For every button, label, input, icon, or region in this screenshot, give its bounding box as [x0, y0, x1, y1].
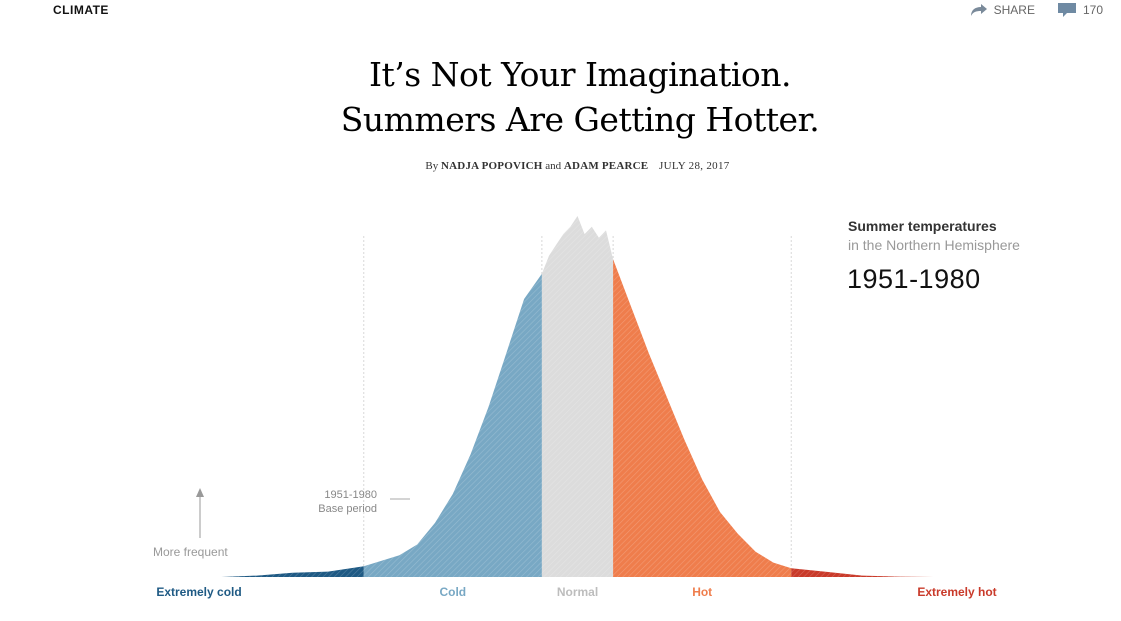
- area-hot: [613, 259, 792, 577]
- category-label-cold: Cold: [439, 585, 467, 599]
- category-label-extremely-hot: Extremely hot: [917, 585, 997, 599]
- category-label-normal: Normal: [556, 585, 599, 599]
- comment-bubble-icon: [1057, 3, 1076, 17]
- byline-by: By: [425, 160, 439, 172]
- area-extremely-hot: [791, 568, 934, 577]
- area-extremely-cold: [221, 566, 364, 577]
- share-button[interactable]: SHARE: [970, 3, 1035, 17]
- headline: It’s Not Your Imagination. Summers Are G…: [0, 52, 1121, 142]
- area-cold: [363, 273, 542, 577]
- author-link-1[interactable]: NADJA POPOVICH: [441, 160, 543, 172]
- author-link-2[interactable]: ADAM PEARCE: [563, 160, 649, 172]
- comments-button[interactable]: 170: [1057, 2, 1103, 18]
- more-frequent-arrow: [196, 488, 204, 538]
- headline-line-1: It’s Not Your Imagination.: [368, 55, 792, 94]
- share-arrow-icon: [970, 4, 987, 16]
- base-period-text: Base period: [318, 503, 377, 515]
- period-label: 1951-1980: [847, 264, 981, 294]
- area-normal: [541, 216, 614, 577]
- byline-and: and: [545, 160, 562, 172]
- chart-subtitle: in the Northern Hemisphere: [848, 237, 1020, 253]
- distribution-areas: [221, 216, 934, 577]
- publish-date: JULY 28, 2017: [659, 160, 730, 172]
- base-period-years: 1951-1980: [324, 489, 377, 501]
- category-label-extremely-cold: Extremely cold: [156, 585, 242, 599]
- headline-line-2: Summers Are Getting Hotter.: [340, 100, 820, 139]
- byline: By NADJA POPOVICH and ADAM PEARCE JULY 2…: [0, 160, 1121, 172]
- article-tools: SHARE 170: [970, 2, 1103, 18]
- section-label[interactable]: CLIMATE: [53, 3, 109, 17]
- share-label: SHARE: [993, 3, 1035, 17]
- comment-count: 170: [1082, 3, 1103, 17]
- y-axis-label: More frequent: [153, 545, 228, 559]
- chart-title: Summer temperatures: [848, 218, 997, 234]
- category-label-hot: Hot: [692, 585, 713, 599]
- base-period-annotation: 1951-1980 Base period: [300, 488, 377, 516]
